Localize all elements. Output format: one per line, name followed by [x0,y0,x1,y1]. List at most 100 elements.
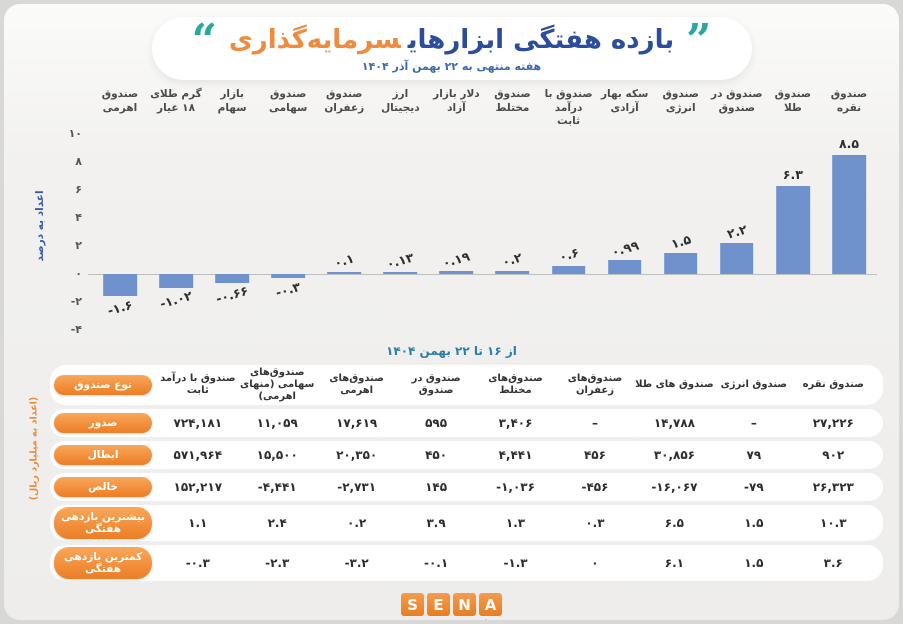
table-cell: ۴۵۶ [583,448,606,462]
y-axis-tick-label: ۰ [75,267,82,280]
table-column-header: صندوق نقره [802,379,864,390]
table-caption: از ۱۶ تا ۲۲ بهمن ۱۴۰۴ [386,344,517,358]
chart-category-label: گرم طلای ۱۸ عیار [150,88,202,114]
chart-category-label: صندوق با درآمد ثابت [544,88,593,128]
row-label-badge: خالص [54,476,153,498]
table-unit-label: (اعداد به میلیارد ریال) [28,396,40,501]
row-label-badge: کمترین بازدهی هفتگی [54,547,153,580]
chart-category-label: صندوق طلا [774,88,812,114]
table-row: ۹۰۲ ۷۹ ۳۰,۸۵۶ ۴۵۶ ۴,۴۴۱ ۴۵۰ ۲۰,۳۵۰ ۱۵,۵۰۰ ۵۷۱,۹۶… [50,441,883,469]
table-cell: ۱۵,۵۰۰ [256,448,298,462]
chart-bar-value: -۰.۶۶ [214,283,250,307]
title-accent: سرمایه‌گذاری [228,25,401,55]
chart-bar-cell: -۱.۶ [92,134,148,330]
chart-bar-cell: ۰.۱۹ [428,134,484,330]
chart-category-label: ارز دیجیتال [381,88,420,114]
table-cell: ۱۱,۰۵۹ [256,416,298,430]
logo-caption: پایگاه خبری بازار سرمایه ایران [4,619,899,620]
chart-columns: صندوق نقره ۸.۵ صندوق طلا ۶.۳ صندوق در صندوق ۲… [92,88,877,332]
table-cell: ۵۷۱,۹۶۴ [173,448,223,462]
chart-bar [776,185,810,274]
row-label-badge: ابطال [54,444,153,466]
zero-gridline [88,274,877,275]
table-cell: ۲۰,۳۵۰ [336,448,378,462]
table-cell: ۷۲۴,۱۸۱ [173,416,223,430]
y-axis-ticks: ۱۰ ۸ ۶ ۴ ۲ ۰ -۲ -۴ [56,88,82,336]
quote-close-icon: ” [686,15,712,66]
table-cell: ۲۷,۲۲۶ [812,416,854,430]
chart-category-label: سکه بهار آزادی [600,88,649,114]
chart-bar [103,274,137,297]
chart-category-label: صندوق مختلط [494,88,531,114]
table-cell: -۴,۴۴۱ [257,480,297,494]
chart-bar-value: -۱.۶ [105,297,135,319]
y-axis-tick-label: ۴ [75,211,82,224]
subtitle: هفته منتهی به ۲۲ بهمن آذر ۱۴۰۴ [361,60,542,73]
title-row: ” بازده هفتگی ابزارهایسرمایه‌گذاری “ [152,19,752,63]
table-cell: -۰.۳ [185,556,210,571]
table-zone: (اعداد به میلیارد ریال) صندوق نقره صندوق … [29,365,883,582]
table-cell: ۲.۴ [267,516,287,531]
chart-column: صندوق زعفران ۰.۱ [316,88,372,332]
chart-bar [327,272,362,274]
chart-bar [215,274,249,284]
table-cell: -۲.۳ [265,556,290,571]
y-axis-tick-label: -۲ [70,295,82,308]
table-cell: ۶.۵ [664,516,685,531]
y-axis-title: اعداد به درصد [34,190,46,262]
table-column-header: صندوق‌های سهامی (منهای اهرمی) [240,367,315,402]
chart-column: ارز دیجیتال ۰.۱۳ [372,88,428,332]
table-cell: ۲۶,۳۲۳ [812,480,854,494]
chart-bar [719,243,754,274]
chart-bar [159,274,193,289]
table-cell: ۱۴,۷۸۸ [653,416,695,430]
chart-column: بازار سهام -۰.۶۶ [204,88,260,332]
chart-bar [495,271,530,274]
funds-table: صندوق نقره صندوق انرژی صندوق های طلا صندوق‌… [50,365,883,582]
chart-column: صندوق نقره ۸.۵ [821,88,877,332]
table-cell: -۱۶,۰۶۷ [651,480,698,494]
title-main: بازده هفتگی ابزارهای [407,25,675,55]
table-cell: ۴,۴۴۱ [498,448,533,462]
table-row: ۲۶,۳۲۳ -۷۹ -۱۶,۰۶۷ -۴۵۶ -۱,۰۳۶ ۱۴۵ -۲,۷۳۱ -۴,۴۴… [50,473,883,501]
chart-column: صندوق طلا ۶.۳ [765,88,821,332]
table-cell: -۱.۳ [503,556,528,571]
chart-category-label: صندوق انرژی [662,88,699,114]
chart-column: صندوق در صندوق ۲.۲ [709,88,765,332]
table-cell: – [750,416,757,430]
infographic-card: ” بازده هفتگی ابزارهایسرمایه‌گذاری “ هفت… [4,4,899,620]
y-axis-tick-label: -۴ [70,323,82,336]
table-cell: -۲,۷۳۱ [337,480,377,494]
chart-bar-cell: ۰.۲ [484,134,540,330]
chart-bar-cell: ۰.۱۳ [372,134,428,330]
table-cell: ۱.۱ [188,516,208,531]
chart-bar-value: ۰.۶ [556,244,581,265]
table-cell: -۱,۰۳۶ [496,480,535,494]
chart-bar [607,260,642,274]
table-cell: ۱.۵ [744,556,764,571]
chart-column: دلار بازار آزاد ۰.۱۹ [428,88,484,332]
chart-bar-cell: -۰.۳ [260,134,316,330]
table-column-header: صندوق‌های زعفران [567,373,623,396]
chart-column: صندوق انرژی ۱.۵ [653,88,709,332]
chart-bar-cell: -۰.۶۶ [204,134,260,330]
table-cell: ۳۰,۸۵۶ [653,448,695,462]
fund-type-badge: نوع صندوق [54,374,153,396]
row-label-badge: صدور [54,412,153,434]
chart-bar-value: ۰.۱ [332,250,356,271]
chart-bar-cell: ۶.۳ [765,134,821,330]
table-cell: ۰ [591,556,599,571]
table-cell: ۳,۴۰۶ [498,416,533,430]
chart-category-label: صندوق زعفران [324,88,365,114]
sena-logo-letter: E [427,593,450,617]
chart-column: گرم طلای ۱۸ عیار -۱.۰۲ [148,88,204,332]
chart-bar-value: ۰.۱۳ [384,249,416,272]
table-row: ۳.۶ ۱.۵ ۶.۱ ۰ -۱.۳ -۰.۱ -۳.۲ -۲.۳ -۰.۳ کمترین باز… [50,545,883,582]
y-axis-tick-label: ۶ [75,183,82,196]
chart-bar-value: -۰.۳ [273,279,303,301]
table-cell: ۱۴۵ [425,480,448,494]
table-header-row: صندوق نقره صندوق انرژی صندوق های طلا صندوق‌… [50,365,883,405]
y-axis-tick-label: ۲ [75,239,82,252]
